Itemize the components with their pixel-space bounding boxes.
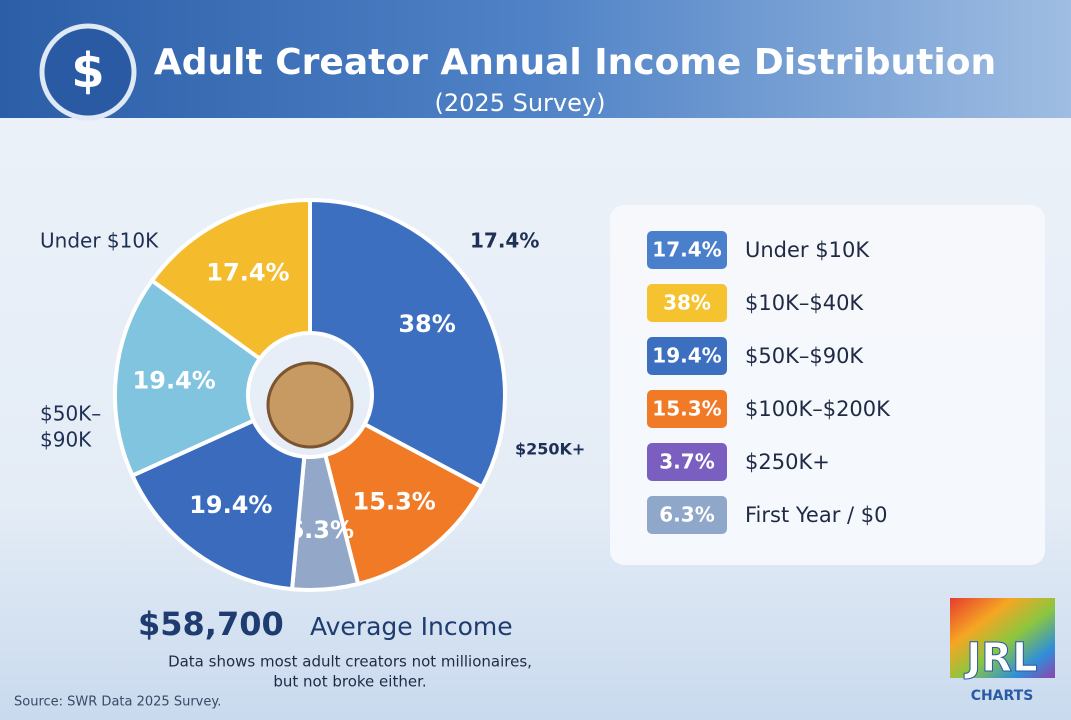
legend-value: 38% bbox=[663, 291, 711, 315]
legend-swatch bbox=[647, 443, 727, 481]
donut-chart: 38%15.3%6.3%19.4%19.4%17.4%Under $10K 17.… bbox=[40, 197, 585, 592]
annotation: $50K– bbox=[40, 402, 101, 426]
average-amount: $58,700 bbox=[138, 605, 284, 643]
legend-name: Under $10K bbox=[745, 238, 870, 262]
logo-mark bbox=[950, 598, 1055, 678]
legend-name: $250K+ bbox=[745, 450, 830, 474]
note-line: but not broke either. bbox=[273, 673, 426, 691]
legend-value: 15.3% bbox=[652, 397, 721, 421]
legend-swatch bbox=[647, 337, 727, 375]
legend-swatch bbox=[647, 284, 727, 322]
subtitle: (2025 Survey) bbox=[435, 89, 606, 117]
dollar-sign: $ bbox=[71, 43, 104, 99]
header-band bbox=[0, 0, 1071, 118]
average-label: Average Income bbox=[310, 612, 513, 641]
slice bbox=[129, 417, 307, 592]
slice-label: 17.4% bbox=[206, 258, 289, 286]
slice-label: 19.4% bbox=[133, 366, 216, 394]
logo-sub: CHARTS bbox=[971, 688, 1034, 704]
legend-value: 6.3% bbox=[659, 503, 714, 527]
legend-value: 19.4% bbox=[652, 344, 721, 368]
slice-label: 15.3% bbox=[353, 487, 436, 515]
legend-name: $100K–$200K bbox=[745, 397, 891, 421]
slice bbox=[322, 421, 485, 587]
legend-name: First Year / $0 bbox=[745, 503, 887, 527]
legend-swatch bbox=[647, 231, 727, 269]
note-line: Data shows most adult creators not milli… bbox=[168, 653, 532, 671]
slice bbox=[113, 277, 263, 479]
legend: 17.4% Under $10K 38% $10K–$40K 19.4% $50K–$90… bbox=[647, 231, 891, 534]
annotation: Under $10K bbox=[40, 229, 159, 253]
title: Adult Creator Annual Income Distribution bbox=[154, 42, 996, 83]
annotation: 17.4% bbox=[470, 229, 539, 253]
slice bbox=[308, 197, 507, 490]
dollar-icon bbox=[39, 23, 137, 121]
legend-swatch bbox=[647, 496, 727, 534]
slice bbox=[149, 197, 312, 362]
legend-value: 3.7% bbox=[659, 450, 714, 474]
annotation: $250K+ bbox=[515, 440, 585, 459]
legend-name: $50K–$90K bbox=[745, 344, 864, 368]
slice-label: 19.4% bbox=[189, 491, 272, 519]
money-bag bbox=[266, 361, 354, 449]
legend-value: 17.4% bbox=[652, 238, 721, 262]
source: Source: SWR Data 2025 Survey. bbox=[14, 695, 221, 710]
slice-label: 38% bbox=[398, 310, 455, 338]
logo-text: JRL bbox=[963, 635, 1037, 681]
legend-swatch bbox=[647, 390, 727, 428]
annotation: $90K bbox=[40, 428, 92, 452]
legend-name: $10K–$40K bbox=[745, 291, 864, 315]
